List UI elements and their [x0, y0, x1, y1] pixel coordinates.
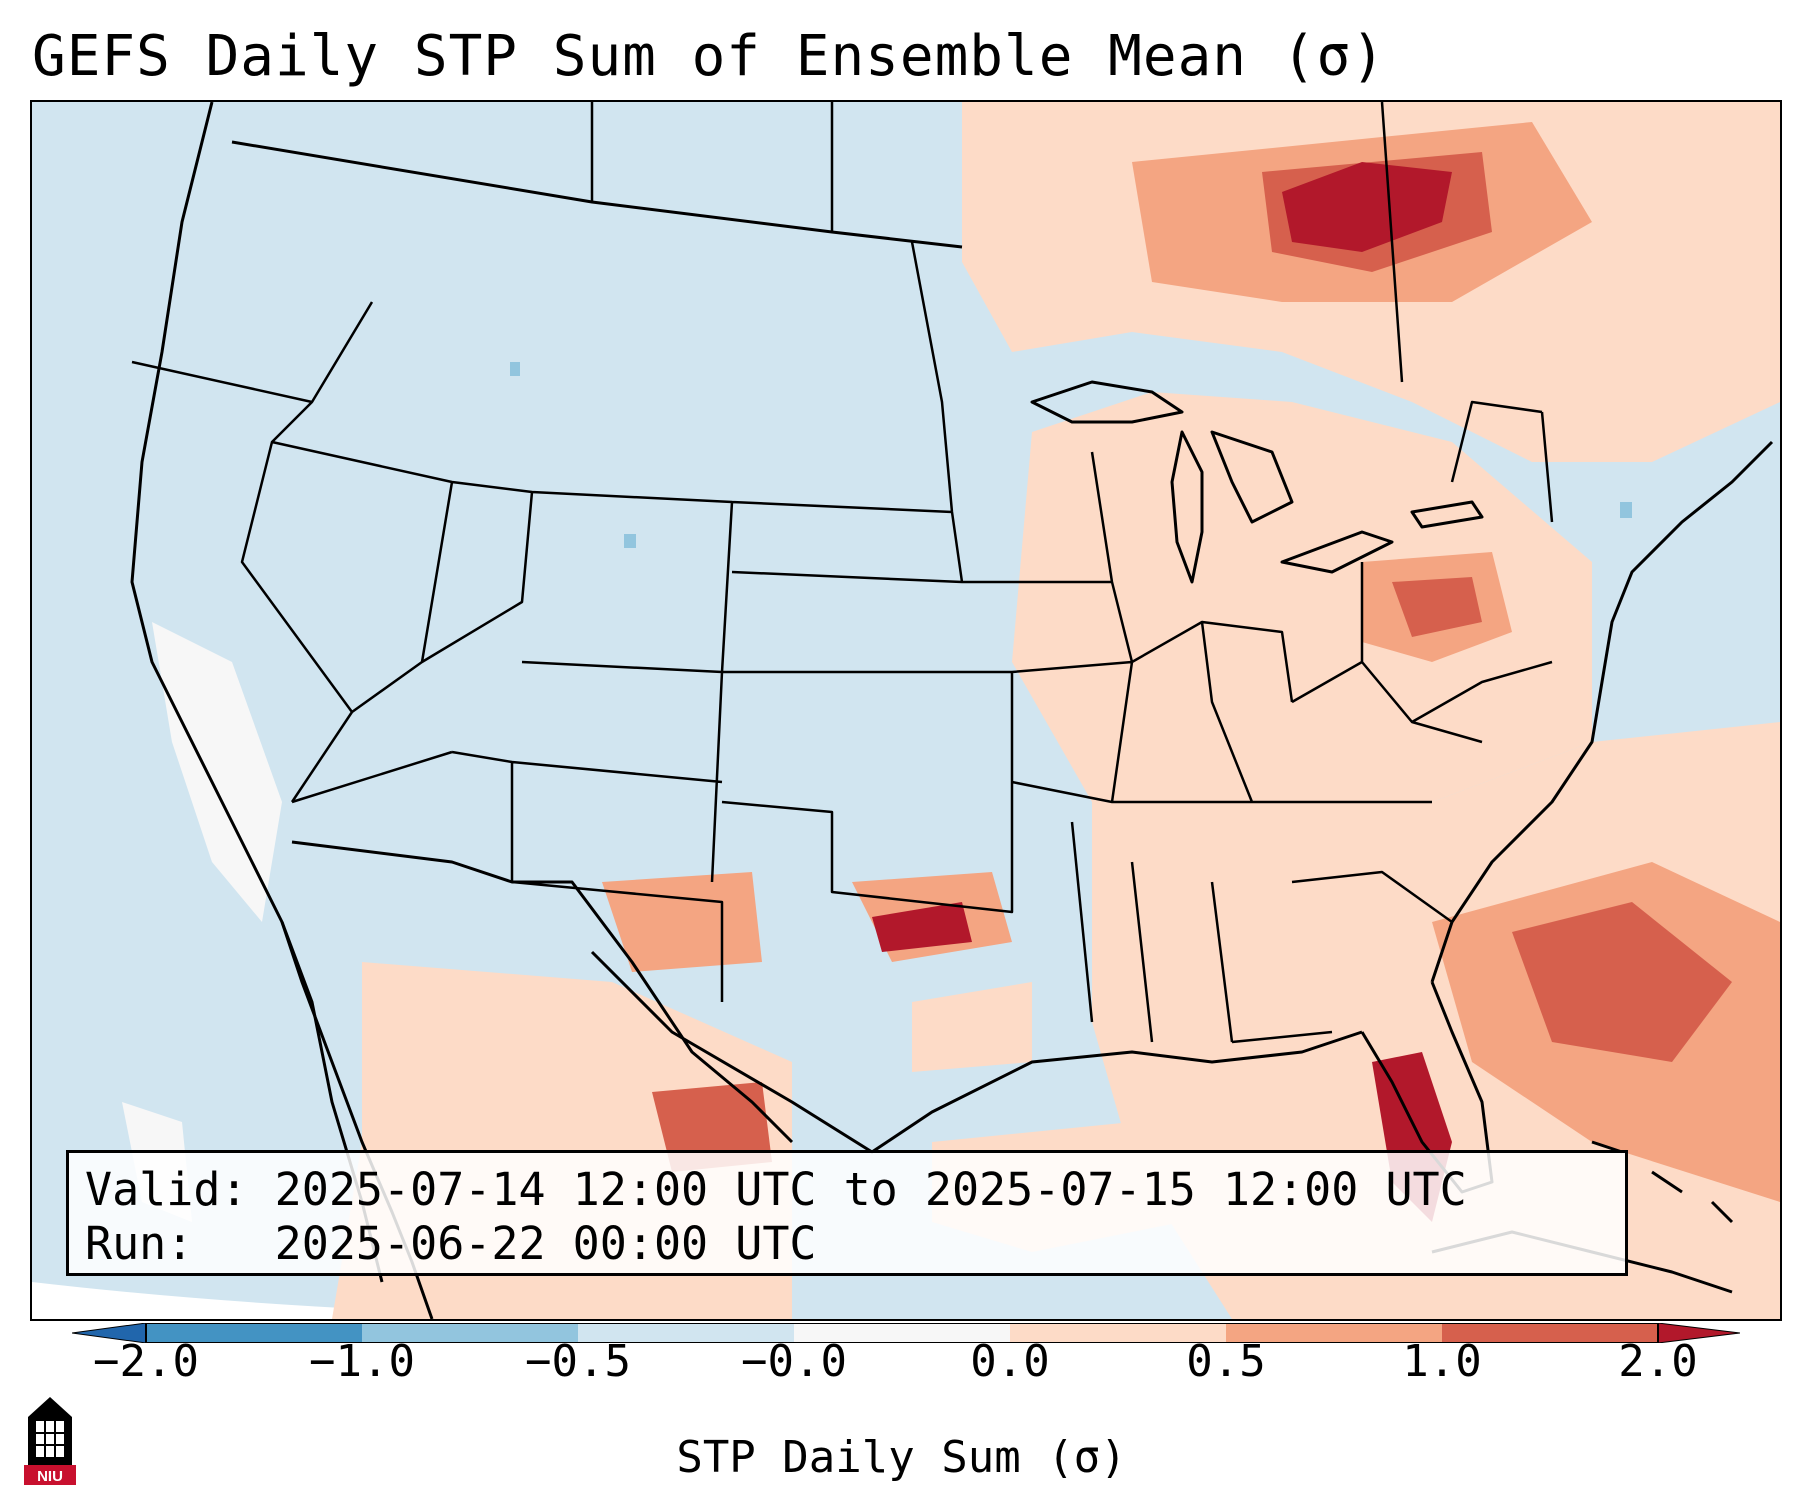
- colorbar: [72, 1323, 1740, 1343]
- anomaly-region-great-lakes: [1012, 392, 1592, 822]
- colorbar-bin: [1442, 1323, 1658, 1343]
- valid-run-info-box: Valid: 2025-07-14 12:00 UTC to 2025-07-1…: [66, 1150, 1628, 1276]
- anomaly-region-quebec-peak: [1282, 162, 1452, 252]
- chart-title: GEFS Daily STP Sum of Ensemble Mean (σ): [32, 24, 1386, 89]
- anomaly-cell-negative: [510, 362, 520, 376]
- lake-superior: [1030, 380, 1184, 424]
- niu-logo: NIU: [24, 1397, 76, 1485]
- lake-huron: [1210, 430, 1294, 524]
- run-label: Run:: [85, 1217, 194, 1270]
- lake-michigan: [1170, 430, 1204, 584]
- anomaly-region-atlantic-core: [1512, 902, 1732, 1062]
- run-value: 2025-06-22 00:00 UTC: [274, 1217, 817, 1270]
- colorbar-tick-label: −1.0: [309, 1336, 415, 1387]
- valid-label: Valid:: [85, 1163, 248, 1216]
- anomaly-region-central-plains: [912, 982, 1032, 1072]
- coastline-gulf: [590, 950, 1363, 1154]
- colorbar-tick-label: −0.5: [525, 1336, 631, 1387]
- border-mexico: [291, 840, 794, 1144]
- anomaly-cell-negative: [624, 534, 636, 548]
- colorbar-tick-label: 0.5: [1186, 1336, 1266, 1387]
- colorbar-tick-label: −0.0: [741, 1336, 847, 1387]
- colorbar-bin: [1226, 1323, 1442, 1343]
- anomaly-field: [122, 102, 1780, 1319]
- logo-window: [36, 1421, 64, 1457]
- run-row: Run: 2025-06-22 00:00 UTC: [85, 1217, 1609, 1271]
- border-canada: [231, 140, 963, 249]
- colorbar-tick-label: −2.0: [93, 1336, 199, 1387]
- colorbar-bin: [578, 1323, 794, 1343]
- colorbar-bin: [1010, 1323, 1226, 1343]
- colorbar-tick-label: 1.0: [1402, 1336, 1482, 1387]
- anomaly-region-oklahoma-core: [872, 902, 972, 952]
- anomaly-region-pennsylvania-core: [1392, 577, 1482, 637]
- colorbar-label: STP Daily Sum (σ): [676, 1432, 1127, 1483]
- map-panel: [30, 100, 1782, 1321]
- colorbar-bin: [146, 1323, 362, 1343]
- logo-grid: [36, 1421, 64, 1457]
- anomaly-cell-negative: [1620, 502, 1632, 518]
- anomaly-region-new-mexico: [602, 872, 762, 972]
- anomaly-region-mexico-core: [652, 1082, 772, 1172]
- logo-banner: [24, 1465, 76, 1485]
- valid-row: Valid: 2025-07-14 12:00 UTC to 2025-07-1…: [85, 1163, 1609, 1217]
- state-borders: [131, 102, 1554, 1044]
- coastline-atlantic: [1430, 440, 1774, 983]
- lake-ontario: [1410, 500, 1484, 529]
- colorbar-bin: [362, 1323, 578, 1343]
- anomaly-region-pacific: [152, 622, 282, 922]
- logo-text: NIU: [37, 1468, 63, 1485]
- off-domain-area: [32, 1282, 732, 1319]
- map-canvas: [32, 102, 1780, 1319]
- valid-value: 2025-07-14 12:00 UTC to 2025-07-15 12:00…: [274, 1163, 1467, 1216]
- lake-erie: [1280, 530, 1394, 574]
- colorbar-tick-label: 2.0: [1618, 1336, 1698, 1387]
- colorbar-outline: [145, 1323, 1659, 1343]
- colorbar-bin: [794, 1323, 1010, 1343]
- colorbar-tick-label: 0.0: [970, 1336, 1050, 1387]
